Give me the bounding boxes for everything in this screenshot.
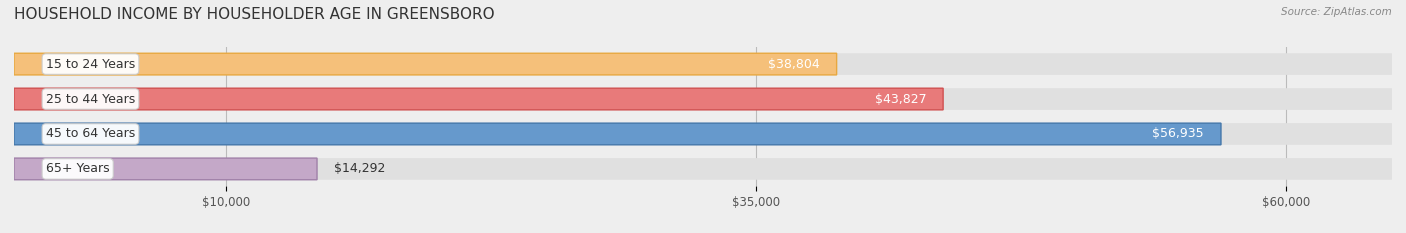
Text: $38,804: $38,804	[768, 58, 820, 71]
Text: $43,827: $43,827	[875, 93, 927, 106]
FancyBboxPatch shape	[14, 123, 1220, 145]
FancyBboxPatch shape	[14, 53, 837, 75]
Text: 25 to 44 Years: 25 to 44 Years	[46, 93, 135, 106]
FancyBboxPatch shape	[14, 53, 1392, 75]
Text: $56,935: $56,935	[1153, 127, 1204, 140]
FancyBboxPatch shape	[14, 158, 316, 180]
Text: 65+ Years: 65+ Years	[46, 162, 110, 175]
Text: 45 to 64 Years: 45 to 64 Years	[46, 127, 135, 140]
Text: $14,292: $14,292	[335, 162, 385, 175]
FancyBboxPatch shape	[14, 88, 1392, 110]
Text: Source: ZipAtlas.com: Source: ZipAtlas.com	[1281, 7, 1392, 17]
FancyBboxPatch shape	[14, 123, 1392, 145]
Text: 15 to 24 Years: 15 to 24 Years	[46, 58, 135, 71]
Text: HOUSEHOLD INCOME BY HOUSEHOLDER AGE IN GREENSBORO: HOUSEHOLD INCOME BY HOUSEHOLDER AGE IN G…	[14, 7, 495, 22]
FancyBboxPatch shape	[14, 158, 1392, 180]
FancyBboxPatch shape	[14, 88, 943, 110]
